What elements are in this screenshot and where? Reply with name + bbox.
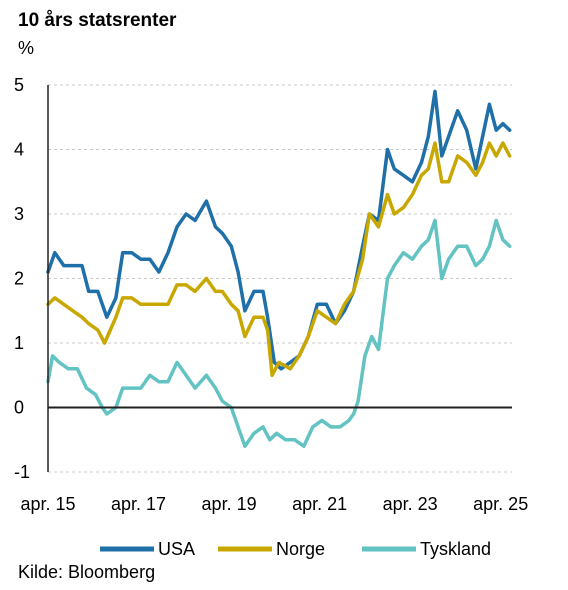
y-tick-label: 4: [14, 140, 24, 160]
y-axis-unit: %: [18, 38, 34, 58]
plot-area: [46, 89, 512, 448]
y-tick-label: 3: [14, 204, 24, 224]
y-tick-label: -1: [14, 462, 30, 482]
x-tick-label: apr. 25: [473, 494, 528, 514]
legend-label: Norge: [276, 539, 325, 559]
series-line-tyskland: [46, 218, 512, 448]
y-tick-label: 0: [14, 398, 24, 418]
legend: USA Norge Tyskland: [100, 539, 491, 559]
series-line-norge: [46, 141, 512, 378]
legend-label: Tyskland: [420, 539, 491, 559]
x-tick-label: apr. 15: [20, 494, 75, 514]
x-tick-label: apr. 21: [292, 494, 347, 514]
y-tick-label: 5: [14, 75, 24, 95]
x-tick-label: apr. 19: [202, 494, 257, 514]
legend-label: USA: [158, 539, 195, 559]
y-axis-ticks: -1 0 1 2 3 4 5: [14, 75, 30, 482]
chart-title: 10 års statsrenter: [18, 10, 177, 31]
source-note: Kilde: Bloomberg: [18, 562, 155, 582]
x-tick-label: apr. 23: [383, 494, 438, 514]
x-tick-label: apr. 17: [111, 494, 166, 514]
x-axis-ticks: apr. 15 apr. 17 apr. 19 apr. 21 apr. 23 apr. …: [20, 494, 528, 514]
y-tick-label: 2: [14, 269, 24, 289]
y-tick-label: 1: [14, 333, 24, 353]
series-line-usa: [46, 89, 512, 371]
